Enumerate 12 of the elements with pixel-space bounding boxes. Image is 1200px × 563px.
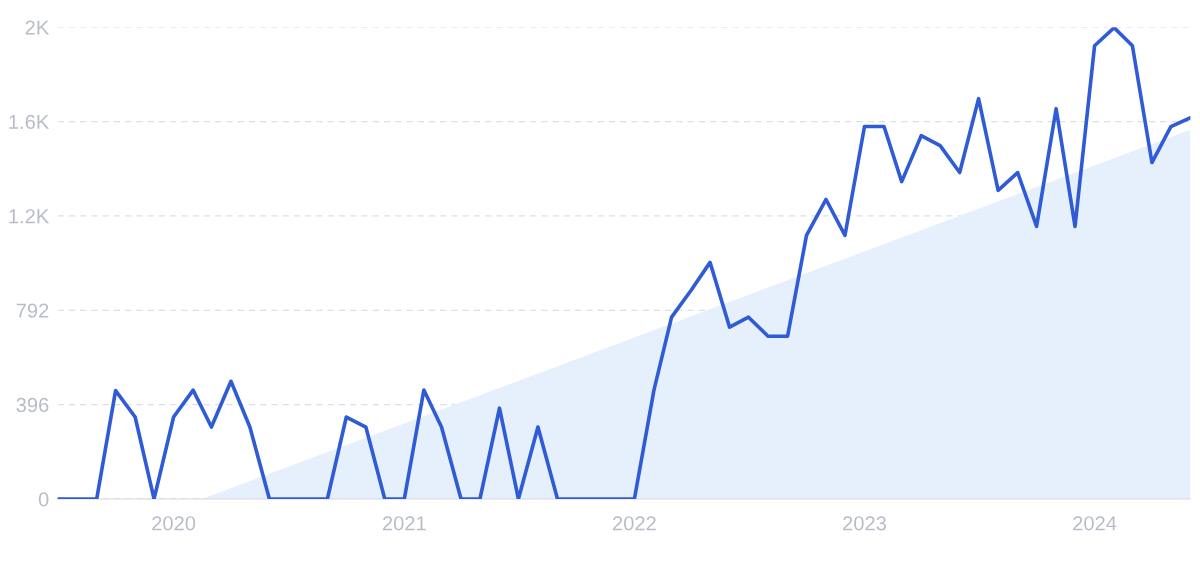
- y-tick-label: 396: [16, 397, 49, 413]
- x-tick-label: 2023: [843, 516, 887, 531]
- y-tick-label: 2K: [25, 20, 50, 35]
- x-tick-label: 2024: [1073, 516, 1117, 531]
- y-tick-label: 1.6K: [9, 114, 50, 130]
- y-tick-label: 792: [16, 303, 49, 318]
- y-tick-label: 1.2K: [9, 209, 50, 224]
- line-series: [57, 27, 1191, 499]
- x-tick-label: 2022: [613, 516, 656, 531]
- y-tick-label: 0: [38, 492, 49, 507]
- x-tick-label: 2021: [382, 516, 426, 531]
- x-tick-label: 2020: [152, 516, 196, 531]
